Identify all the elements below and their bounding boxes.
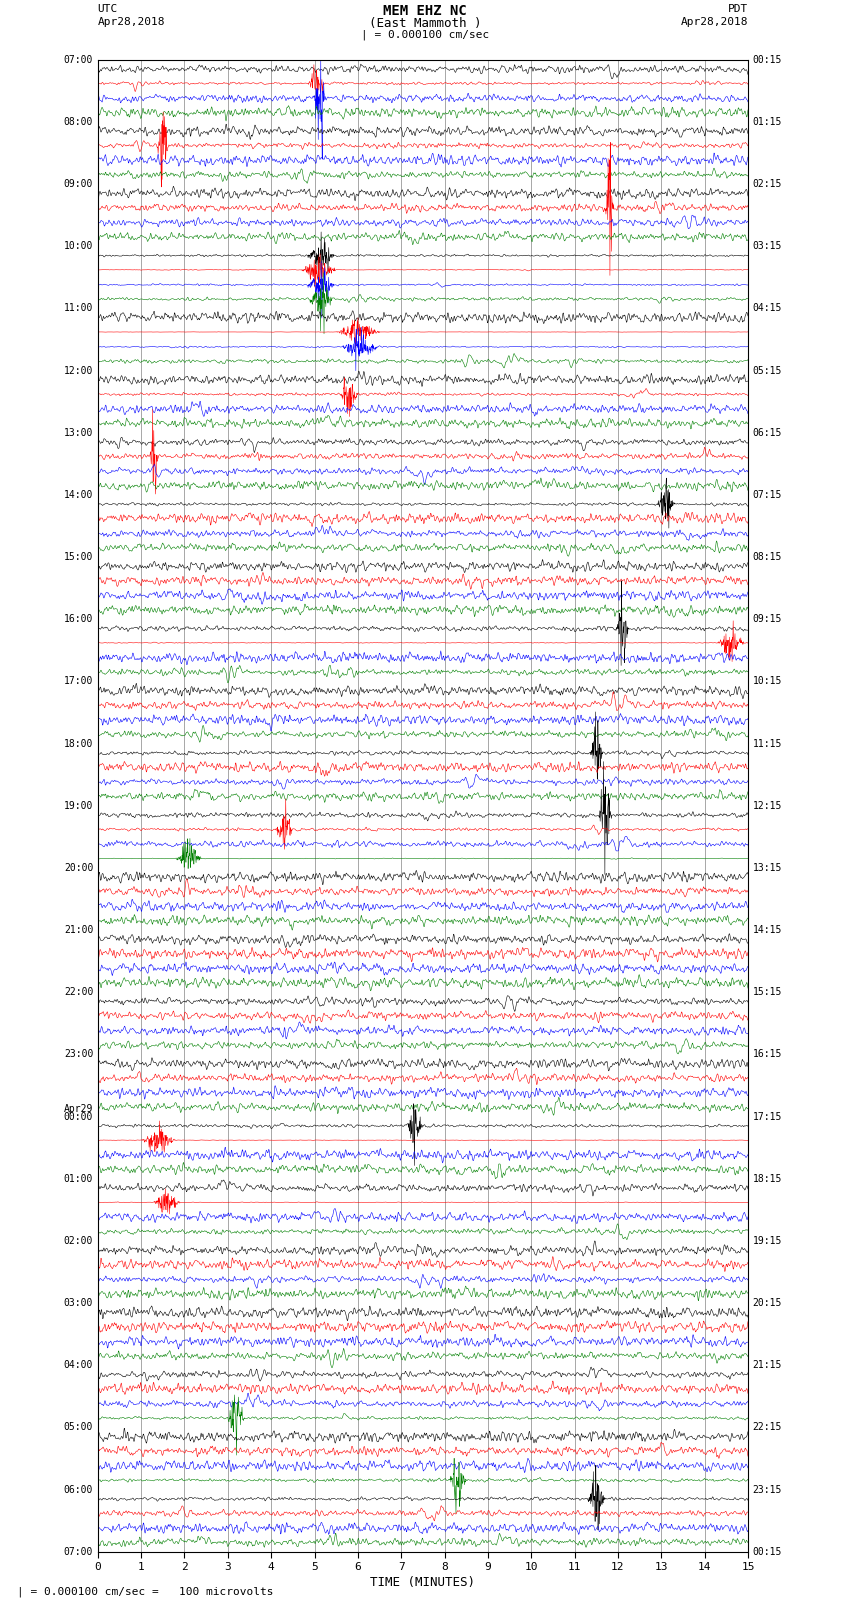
- Text: 16:15: 16:15: [752, 1050, 782, 1060]
- Text: 07:15: 07:15: [752, 490, 782, 500]
- Text: 15:00: 15:00: [64, 552, 94, 561]
- Text: 07:00: 07:00: [64, 55, 94, 65]
- Text: | = 0.000100 cm/sec =   100 microvolts: | = 0.000100 cm/sec = 100 microvolts: [17, 1586, 274, 1597]
- Text: 19:15: 19:15: [752, 1236, 782, 1245]
- Text: 18:00: 18:00: [64, 739, 94, 748]
- Text: 21:15: 21:15: [752, 1360, 782, 1369]
- Text: 20:15: 20:15: [752, 1298, 782, 1308]
- Text: 23:15: 23:15: [752, 1484, 782, 1495]
- Text: Apr29: Apr29: [64, 1103, 94, 1115]
- Text: 12:00: 12:00: [64, 366, 94, 376]
- Text: 14:15: 14:15: [752, 924, 782, 936]
- Text: 17:15: 17:15: [752, 1111, 782, 1121]
- Text: 09:15: 09:15: [752, 615, 782, 624]
- Text: 19:00: 19:00: [64, 800, 94, 811]
- Text: 02:00: 02:00: [64, 1236, 94, 1245]
- X-axis label: TIME (MINUTES): TIME (MINUTES): [371, 1576, 475, 1589]
- Text: (East Mammoth ): (East Mammoth ): [369, 18, 481, 31]
- Text: 02:15: 02:15: [752, 179, 782, 189]
- Text: 00:00: 00:00: [64, 1111, 94, 1121]
- Text: 10:15: 10:15: [752, 676, 782, 687]
- Text: 10:00: 10:00: [64, 242, 94, 252]
- Text: 11:00: 11:00: [64, 303, 94, 313]
- Text: 05:15: 05:15: [752, 366, 782, 376]
- Text: 11:15: 11:15: [752, 739, 782, 748]
- Text: 13:15: 13:15: [752, 863, 782, 873]
- Text: 06:15: 06:15: [752, 427, 782, 437]
- Text: Apr28,2018: Apr28,2018: [681, 18, 748, 27]
- Text: UTC: UTC: [98, 5, 118, 15]
- Text: 05:00: 05:00: [64, 1423, 94, 1432]
- Text: 15:15: 15:15: [752, 987, 782, 997]
- Text: 17:00: 17:00: [64, 676, 94, 687]
- Text: 16:00: 16:00: [64, 615, 94, 624]
- Text: Apr28,2018: Apr28,2018: [98, 18, 165, 27]
- Text: 13:00: 13:00: [64, 427, 94, 437]
- Text: 01:00: 01:00: [64, 1174, 94, 1184]
- Text: 04:00: 04:00: [64, 1360, 94, 1369]
- Text: 18:15: 18:15: [752, 1174, 782, 1184]
- Text: 21:00: 21:00: [64, 924, 94, 936]
- Text: 09:00: 09:00: [64, 179, 94, 189]
- Text: 03:00: 03:00: [64, 1298, 94, 1308]
- Text: 20:00: 20:00: [64, 863, 94, 873]
- Text: 01:15: 01:15: [752, 116, 782, 127]
- Text: PDT: PDT: [728, 5, 748, 15]
- Text: 14:00: 14:00: [64, 490, 94, 500]
- Text: 08:15: 08:15: [752, 552, 782, 561]
- Text: MEM EHZ NC: MEM EHZ NC: [383, 5, 467, 18]
- Text: 08:00: 08:00: [64, 116, 94, 127]
- Text: 00:15: 00:15: [752, 55, 782, 65]
- Text: 03:15: 03:15: [752, 242, 782, 252]
- Text: 07:00: 07:00: [64, 1547, 94, 1557]
- Text: 06:00: 06:00: [64, 1484, 94, 1495]
- Text: 22:15: 22:15: [752, 1423, 782, 1432]
- Text: 04:15: 04:15: [752, 303, 782, 313]
- Text: 00:15: 00:15: [752, 1547, 782, 1557]
- Text: 22:00: 22:00: [64, 987, 94, 997]
- Text: | = 0.000100 cm/sec: | = 0.000100 cm/sec: [361, 31, 489, 40]
- Text: 23:00: 23:00: [64, 1050, 94, 1060]
- Text: 12:15: 12:15: [752, 800, 782, 811]
